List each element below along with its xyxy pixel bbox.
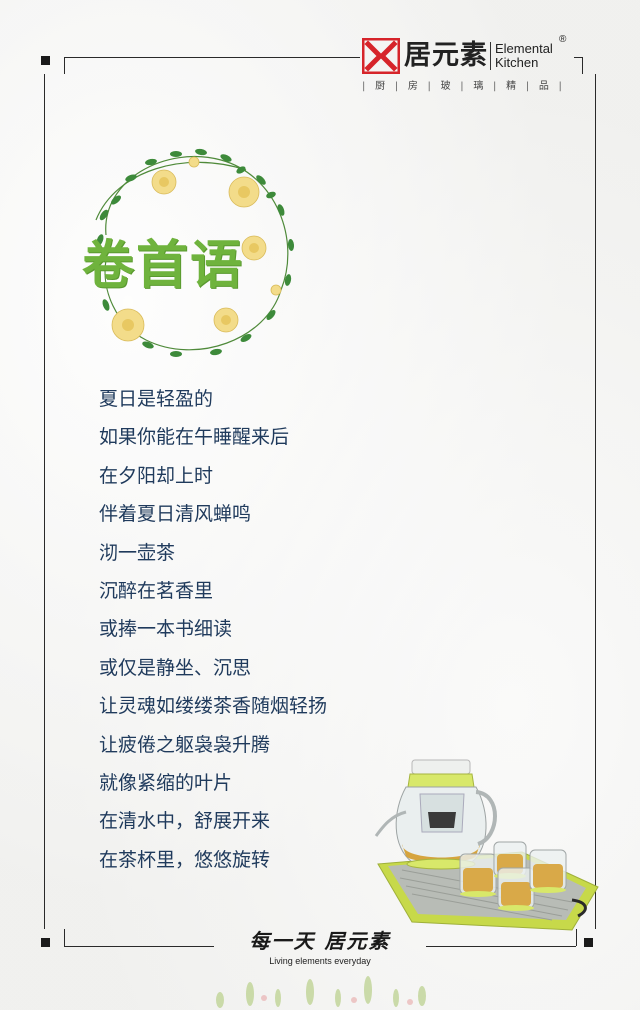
brand-categories: | 厨 | 房 | 玻 | 璃 | 精 | 品 | <box>362 80 562 94</box>
category-char: 品 <box>538 81 549 92</box>
poem: 夏日是轻盈的 如果你能在午睡醒来后 在夕阳却上时 伴着夏日清风蝉鸣 沏一壶茶 沉… <box>99 380 327 879</box>
frame-bottom-right <box>426 946 576 947</box>
brand-header: 居元素 Elemental Kitchen ® | 厨 | 房 | 玻 | 璃 … <box>362 34 582 98</box>
frame-top-right-stub <box>582 57 583 74</box>
category-separator: | <box>362 81 366 92</box>
frame-corner-top-left <box>41 56 50 65</box>
jy-logo-icon <box>362 38 400 74</box>
poem-line: 在清水中，舒展开来 <box>99 810 271 833</box>
poem-line: 沏一壶茶 <box>99 541 176 564</box>
poem-line: 如果你能在午睡醒来后 <box>99 426 290 449</box>
category-separator: | <box>427 81 431 92</box>
category-char: 房 <box>407 81 418 92</box>
brand-divider <box>490 42 491 70</box>
poem-line: 或仅是静坐、沉思 <box>99 656 252 679</box>
category-char: 璃 <box>473 81 484 92</box>
frame-bottom-left <box>64 946 214 947</box>
frame-bottom-right-stub <box>576 929 577 946</box>
frame-bottom-left-stub <box>64 929 65 946</box>
category-char: 精 <box>506 81 517 92</box>
flower-wreath-icon <box>95 148 295 357</box>
frame-top-left-stub <box>64 57 65 74</box>
frame-top-right <box>574 57 582 58</box>
frame-corner-bottom-left <box>41 938 50 947</box>
category-separator: | <box>394 81 399 92</box>
frame-corner-bottom-right <box>584 938 593 947</box>
footer-tagline: Living elements everyday <box>269 956 371 966</box>
frame-top-left <box>64 57 360 58</box>
frame-left <box>44 74 45 929</box>
registered-mark: ® <box>559 34 567 45</box>
poem-line: 在夕阳却上时 <box>99 464 214 487</box>
poem-line: 让灵魂如缕缕茶香随烟轻扬 <box>99 695 328 718</box>
category-char: 玻 <box>440 81 451 92</box>
poem-line: 让疲倦之躯袅袅升腾 <box>99 733 271 756</box>
poem-line: 或捧一本书细读 <box>99 618 233 641</box>
page-title: 卷首语 <box>82 236 245 296</box>
poem-line: 沉醉在茗香里 <box>99 580 214 603</box>
category-separator: | <box>460 81 464 92</box>
brand-name-en-line1: Elemental <box>495 41 553 56</box>
tea-set-image <box>374 759 599 931</box>
category-separator: | <box>493 81 497 92</box>
poem-line: 伴着夏日清风蝉鸣 <box>99 503 252 526</box>
footer-slogan: 每一天 居元素 <box>249 929 391 953</box>
frame-right <box>595 74 596 929</box>
grass-decoration-icon <box>216 976 426 1008</box>
poem-line: 就像紧缩的叶片 <box>99 772 233 795</box>
poem-line: 在茶杯里，悠悠旋转 <box>99 848 271 871</box>
category-separator: | <box>558 81 562 92</box>
category-separator: | <box>525 81 530 92</box>
brand-name-en-line2: Kitchen <box>495 55 539 70</box>
brand-name-cn: 居元素 <box>404 40 488 71</box>
poem-line: 夏日是轻盈的 <box>99 388 214 410</box>
category-char: 厨 <box>375 81 386 92</box>
